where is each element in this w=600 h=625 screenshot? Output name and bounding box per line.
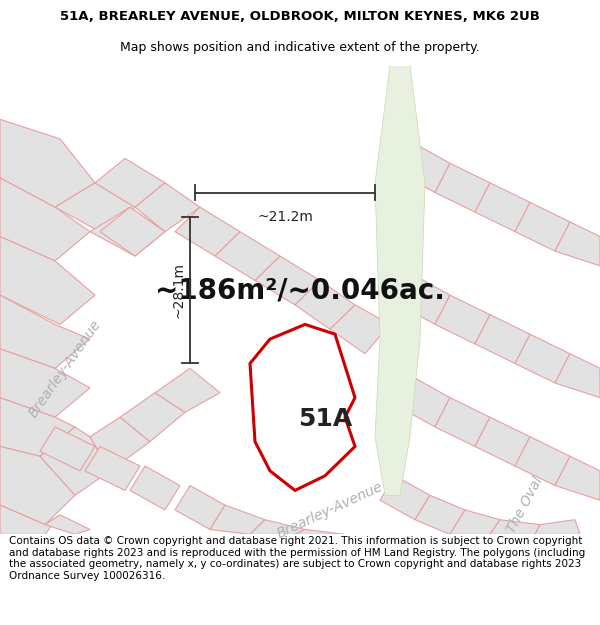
Polygon shape (55, 182, 135, 232)
Polygon shape (40, 427, 95, 471)
Polygon shape (415, 495, 465, 534)
Polygon shape (435, 163, 490, 212)
Polygon shape (100, 208, 165, 256)
Polygon shape (330, 305, 390, 354)
Polygon shape (210, 505, 265, 534)
Polygon shape (380, 476, 430, 520)
Polygon shape (0, 178, 90, 261)
Polygon shape (120, 392, 185, 442)
Polygon shape (295, 281, 355, 329)
Polygon shape (250, 324, 355, 491)
Text: Map shows position and indicative extent of the property.: Map shows position and indicative extent… (120, 41, 480, 54)
Polygon shape (250, 520, 305, 534)
Text: Brearley-Avenue: Brearley-Avenue (275, 479, 385, 541)
Polygon shape (90, 208, 165, 256)
Polygon shape (515, 437, 570, 486)
Polygon shape (475, 314, 530, 364)
Polygon shape (535, 520, 580, 534)
Text: ~28.1m: ~28.1m (171, 262, 185, 318)
Polygon shape (515, 202, 570, 251)
Polygon shape (515, 334, 570, 383)
Polygon shape (555, 222, 600, 266)
Text: ~186m²/~0.046ac.: ~186m²/~0.046ac. (155, 276, 445, 304)
Polygon shape (85, 446, 140, 491)
Polygon shape (450, 510, 500, 534)
Polygon shape (475, 182, 530, 232)
Polygon shape (135, 182, 200, 232)
Polygon shape (0, 295, 90, 368)
Text: 51A, BREARLEY AVENUE, OLDBROOK, MILTON KEYNES, MK6 2UB: 51A, BREARLEY AVENUE, OLDBROOK, MILTON K… (60, 10, 540, 23)
Polygon shape (0, 446, 75, 524)
Text: Contains OS data © Crown copyright and database right 2021. This information is : Contains OS data © Crown copyright and d… (9, 536, 585, 581)
Polygon shape (0, 236, 95, 324)
Polygon shape (255, 256, 320, 305)
Polygon shape (0, 398, 75, 456)
Polygon shape (90, 418, 150, 471)
Polygon shape (555, 354, 600, 398)
Polygon shape (130, 466, 180, 510)
Polygon shape (0, 119, 95, 208)
Polygon shape (95, 158, 165, 208)
Polygon shape (400, 378, 450, 427)
Polygon shape (175, 208, 240, 256)
Polygon shape (435, 295, 490, 344)
Text: 51A: 51A (298, 407, 353, 431)
Polygon shape (490, 520, 540, 534)
Polygon shape (155, 368, 220, 413)
Polygon shape (555, 456, 600, 500)
Polygon shape (400, 144, 450, 192)
Polygon shape (40, 427, 110, 495)
Text: Brearley-Avenue: Brearley-Avenue (26, 317, 104, 419)
Polygon shape (375, 66, 425, 495)
Polygon shape (175, 486, 225, 529)
Polygon shape (0, 349, 90, 418)
Text: The Oval: The Oval (505, 474, 545, 536)
Polygon shape (45, 515, 90, 534)
Polygon shape (400, 276, 450, 324)
Polygon shape (215, 232, 280, 281)
Text: ~21.2m: ~21.2m (257, 210, 313, 224)
Polygon shape (435, 398, 490, 446)
Polygon shape (295, 529, 345, 534)
Polygon shape (475, 418, 530, 466)
Polygon shape (0, 505, 60, 534)
